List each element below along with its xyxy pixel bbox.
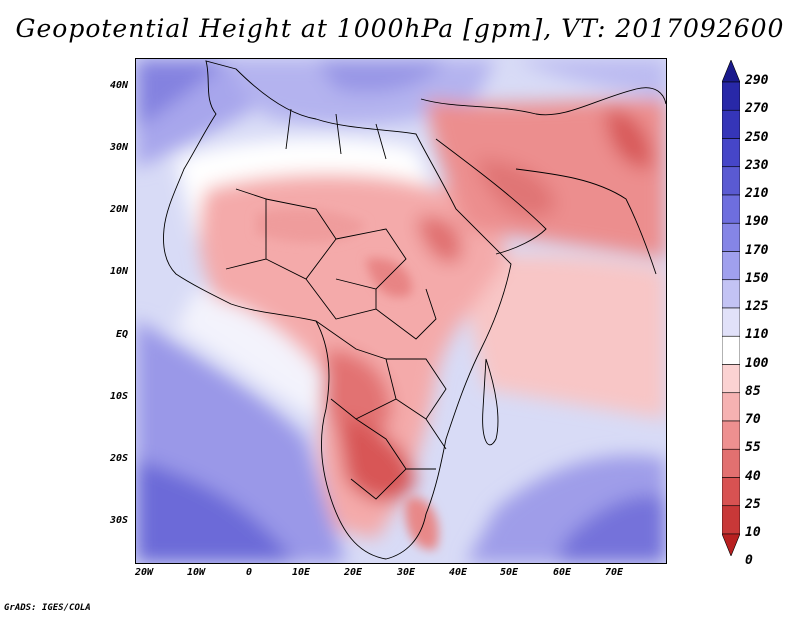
- lon-label-70e: 70E: [605, 567, 624, 578]
- colorbar-label: 270: [745, 101, 769, 117]
- lat-label-30s: 30S: [109, 515, 128, 526]
- colorbar-label: 10: [745, 525, 761, 540]
- colorbar-segment: [722, 279, 740, 309]
- colorbar-label: 250: [745, 129, 769, 145]
- colorbar-segment: [722, 81, 740, 111]
- colorbar-segment: [722, 307, 740, 337]
- colorbar-segment: [722, 109, 740, 139]
- grads-credit: GrADS: IGES/COLA: [4, 603, 91, 613]
- lat-label-20n: 20N: [109, 204, 128, 215]
- colorbar-label: 110: [745, 327, 769, 343]
- colorbar-label: 100: [745, 355, 769, 371]
- colorbar-bottom-arrow: [722, 533, 740, 556]
- lat-label-10s: 10S: [109, 391, 128, 402]
- colorbar-label: 85: [745, 383, 761, 399]
- colorbar-segment: [722, 392, 740, 422]
- colorbar-segment: [722, 222, 740, 252]
- colorbar-top-arrow: [722, 60, 740, 83]
- colorbar-segment: [722, 420, 740, 450]
- geopotential-field: [136, 59, 666, 563]
- colorbar-segment: [722, 505, 740, 535]
- colorbar-segment: [722, 138, 740, 168]
- colorbar-label: 125: [745, 299, 769, 314]
- colorbar-segment: [722, 477, 740, 507]
- colorbar-label: 210: [745, 186, 769, 201]
- colorbar-label: 40: [745, 468, 761, 484]
- lat-label-20s: 20S: [109, 453, 128, 464]
- lon-label-20w: 20W: [135, 567, 154, 578]
- colorbar-label: 290: [745, 73, 769, 88]
- map-panel: [135, 58, 667, 564]
- colorbar-label: 70: [745, 412, 761, 427]
- lon-label-40e: 40E: [449, 567, 468, 578]
- lat-label-30n: 30N: [109, 142, 128, 153]
- lon-label-60e: 60E: [553, 567, 572, 578]
- lat-label-10n: 10N: [109, 266, 128, 277]
- map-title: Geopotential Height at 1000hPa [gpm], VT…: [15, 14, 785, 43]
- colorbar-segment: [722, 448, 740, 478]
- lon-label-30e: 30E: [397, 567, 416, 578]
- colorbar-label: 55: [745, 440, 761, 456]
- colorbar-segment: [722, 166, 740, 196]
- lon-label-0: 0: [246, 567, 253, 578]
- colorbar-segment: [722, 335, 740, 365]
- colorbar-label: 25: [745, 496, 761, 512]
- lat-label-40n: 40N: [109, 80, 128, 91]
- lon-label-10w: 10W: [187, 567, 206, 578]
- colorbar-label: 230: [745, 157, 769, 173]
- lon-label-10e: 10E: [292, 567, 311, 578]
- colorbar-label: 0: [745, 553, 753, 569]
- colorbar-label: 190: [745, 214, 769, 230]
- colorbar-label: 170: [745, 242, 769, 258]
- colorbar-segment: [722, 251, 740, 281]
- lon-label-20e: 20E: [344, 567, 363, 578]
- colorbar-label: 150: [745, 270, 769, 286]
- lat-label-eq: EQ: [115, 329, 128, 340]
- coastline-outline: [163, 60, 666, 560]
- colorbar-segment: [722, 364, 740, 394]
- lon-label-50e: 50E: [500, 567, 519, 578]
- colorbar: [722, 60, 740, 556]
- colorbar-segment: [722, 194, 740, 224]
